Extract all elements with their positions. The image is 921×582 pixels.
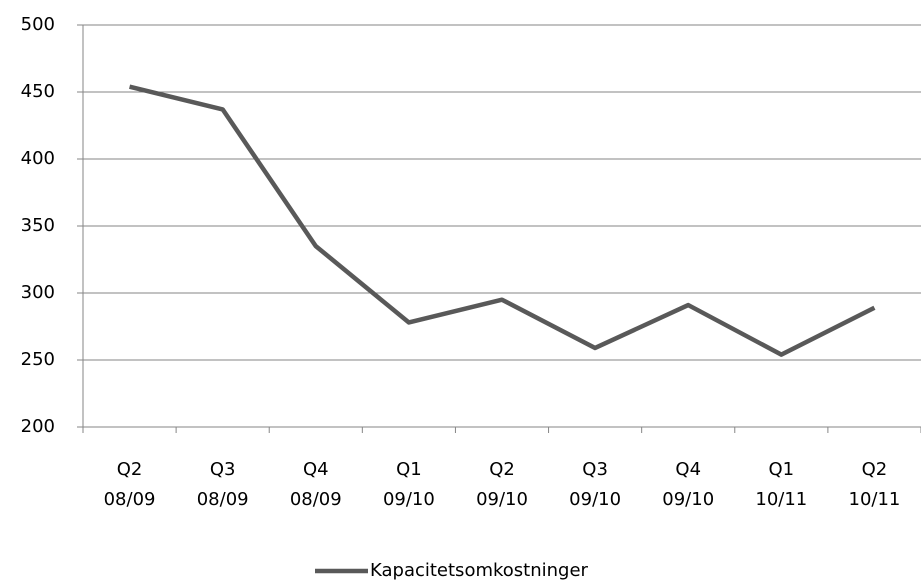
y-tick-label: 450 [21, 81, 55, 102]
y-tick-label: 300 [21, 282, 55, 303]
x-tick-label: Q2 09/10 [476, 459, 528, 510]
y-tick-label: 250 [21, 349, 55, 370]
x-tick-label: Q3 08/09 [197, 459, 249, 510]
x-tick-label: Q1 09/10 [383, 459, 435, 510]
y-tick-label: 500 [21, 14, 55, 35]
y-tick-label: 350 [21, 215, 55, 236]
x-tick-label: Q2 08/09 [104, 459, 156, 510]
series-line [129, 84, 876, 357]
x-tick-label: Q4 08/09 [290, 459, 342, 510]
y-tick-label: 200 [21, 416, 55, 437]
x-tick-label: Q2 10/11 [849, 459, 901, 510]
x-tick-label: Q1 10/11 [755, 459, 807, 510]
legend-label: Kapacitetsomkostninger [370, 560, 589, 581]
x-tick-label: Q3 09/10 [569, 459, 621, 510]
x-tick-label: Q4 09/10 [662, 459, 714, 510]
y-tick-label: 400 [21, 148, 55, 169]
